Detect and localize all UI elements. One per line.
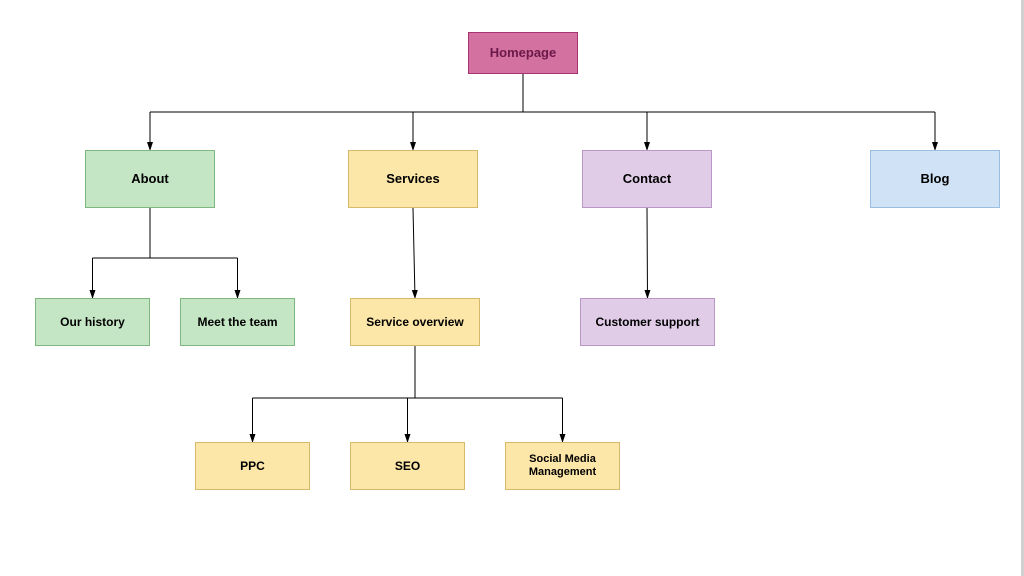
node-blog: Blog [870,150,1000,208]
node-homepage: Homepage [468,32,578,74]
node-services: Services [348,150,478,208]
node-seo: SEO [350,442,465,490]
node-customer-support: Customer support [580,298,715,346]
node-contact: Contact [582,150,712,208]
node-service-overview: Service overview [350,298,480,346]
node-ppc: PPC [195,442,310,490]
node-meet-team: Meet the team [180,298,295,346]
node-about: About [85,150,215,208]
node-our-history: Our history [35,298,150,346]
node-social-media: Social Media Management [505,442,620,490]
